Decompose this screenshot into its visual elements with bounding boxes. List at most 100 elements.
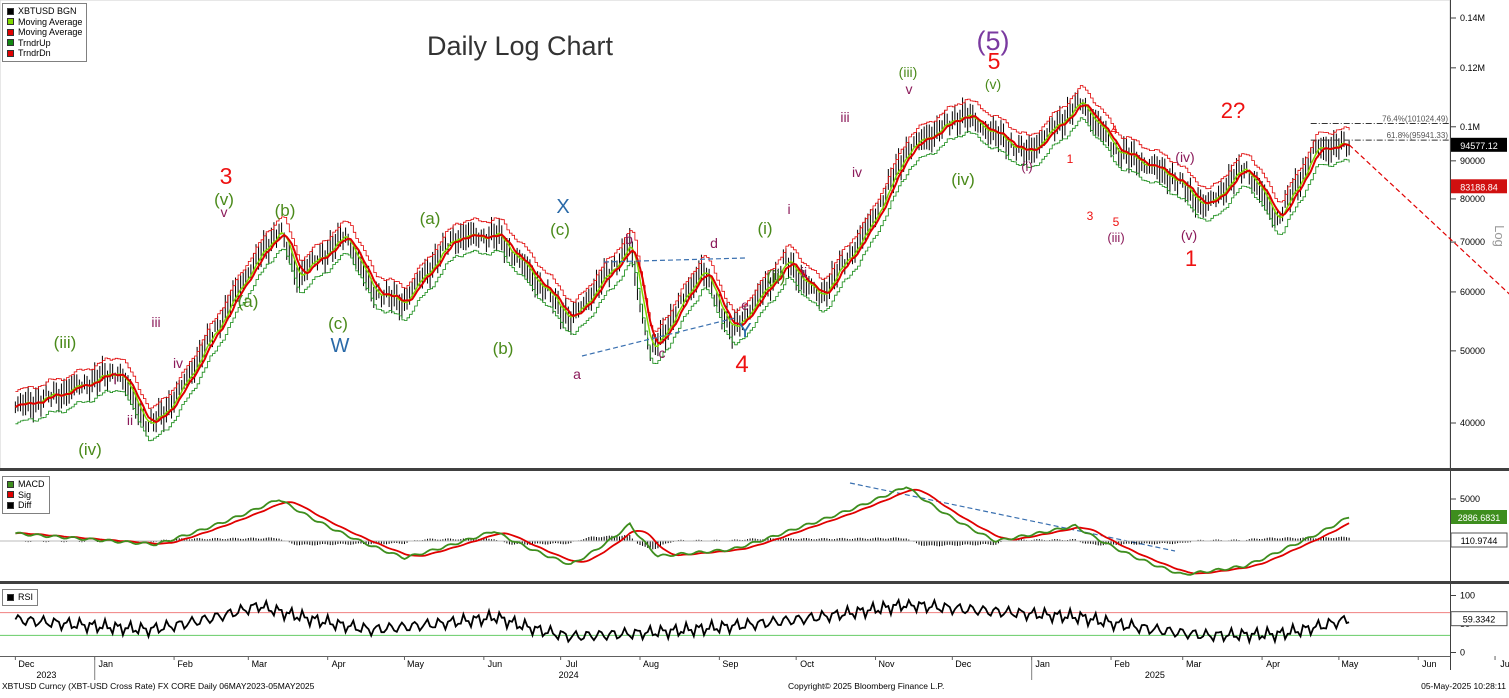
wave-label: (iii) [54,333,77,352]
price-tick-label: 0.14M [1460,13,1485,23]
macd-diff-histogram [17,534,1350,550]
macd-legend-entry: MACD [7,479,45,490]
price-legend-label: TrndrUp [18,37,51,48]
macd-legend-swatch [7,480,14,488]
price-tick-label: 50000 [1460,346,1485,356]
macd-value-text: 2886.6831 [1458,513,1501,523]
wave-label: 3 [1087,209,1094,223]
price-legend-label: Moving Average [18,27,83,37]
wave-label: (iii) [1107,230,1124,245]
price-legend-entry: XBTUSD BGN [7,6,82,17]
price-legend-label: TrndrDn [18,48,51,58]
macd-value-badge [1451,510,1507,524]
rsi-legend-label: RSI [18,592,34,602]
price-tick-label: 90000 [1460,156,1485,166]
month-tick-label: Jan [1035,659,1050,669]
month-tick-label: Oct [800,659,815,669]
wave-label: (c) [328,314,348,333]
month-tick-label: Jul [1500,659,1509,669]
scale-label: Log [1492,225,1507,247]
month-tick-label: Jan [98,659,113,669]
macd-legend-swatch [7,491,14,499]
month-tick-label: Apr [1266,659,1280,669]
ma-value-text: 83188.84 [1460,182,1498,192]
price-legend-swatch [7,39,14,47]
wave-label: a [573,366,581,382]
wave-label: iv [852,164,862,180]
price-legend-label: XBTUSD BGN [18,6,77,16]
rsi-legend-entry: RSI [7,592,33,603]
wave-label: 2? [1221,98,1245,123]
macd-line [15,486,1350,576]
wave-label: ii [127,412,133,428]
wave-label: (iii) [899,64,918,80]
month-tick-label: Jun [1422,659,1437,669]
month-tick-label: Aug [643,659,659,669]
wave-label: v [906,81,913,97]
rsi-value-badge [1450,611,1508,627]
macd-legend-entry: Diff [7,500,45,511]
month-tick-label: Dec [955,659,972,669]
month-tick-label: Feb [177,659,193,669]
rsi-tick-label: 100 [1460,591,1475,601]
wave-label: (v) [985,76,1001,92]
wave-label: W [331,335,350,357]
wave-label: (c) [550,220,570,239]
price-legend-swatch [7,28,14,36]
macd-legend: MACD Sig Diff [2,476,50,514]
year-tick-label: 2024 [559,670,579,680]
wave-label: 4 [735,351,748,378]
wave-label: (5) [977,26,1010,56]
wave-label: (i) [757,219,772,238]
wave-label: (v) [1181,227,1197,243]
wave-label: e [741,297,749,313]
month-tick-label: Mar [252,659,268,669]
macd-legend-label: Sig [18,489,32,500]
wave-label: ii [801,264,807,280]
moving-average-line-red [14,104,1350,424]
projection-arrow [1348,144,1509,295]
moving-average-line-green [14,101,1350,425]
last-price-badge [1451,137,1507,152]
price-legend-swatch [7,7,14,15]
wave-label: (iv) [78,440,102,459]
wave-label: (v) [214,190,234,209]
wave-label: v [221,204,228,220]
wave-label: i [113,371,116,387]
price-legend-entry: TrndrDn [7,48,82,59]
month-tick-label: Dec [18,659,35,669]
wave-label: 5 [988,48,1001,74]
ma-value-badge [1451,179,1507,194]
price-legend-entry: Moving Average [7,27,82,38]
month-tick-label: May [407,659,425,669]
price-legend-entry: Moving Average [7,17,82,28]
price-tick-label: 60000 [1460,287,1485,297]
fib-level-label: 61.8%(95941.33) [1387,131,1449,140]
macd-signal-line [15,488,1350,575]
footer-left: XBTUSD Curncy (XBT-USD Cross Rate) FX CO… [2,681,315,691]
month-tick-label: Nov [879,659,896,669]
macd-legend-label: MACD [18,479,45,489]
month-tick-label: Mar [1186,659,1202,669]
wave-label: (a) [420,209,441,228]
wave-label: iii [151,314,160,330]
price-tick-label: 0.12M [1460,63,1485,73]
rsi-tick-label: 0 [1460,648,1465,658]
wave-label: X [556,196,569,218]
footer-right: 05-May-2025 10:28:11 [1421,681,1506,691]
wave-label: 1 [1067,152,1074,166]
wave-label: d [710,235,718,251]
wave-label: c [659,345,666,361]
year-tick-label: 2023 [36,670,56,680]
wave-label: iv [173,355,183,371]
month-tick-label: Sep [722,659,738,669]
wave-label: 3 [220,163,233,189]
month-tick-label: Feb [1114,659,1130,669]
rsi-legend: RSI [2,589,39,606]
price-legend-swatch [7,49,14,57]
pattern-trend-line [849,482,1176,552]
month-tick-label: Jun [488,659,503,669]
wave-label: (iv) [951,170,975,189]
